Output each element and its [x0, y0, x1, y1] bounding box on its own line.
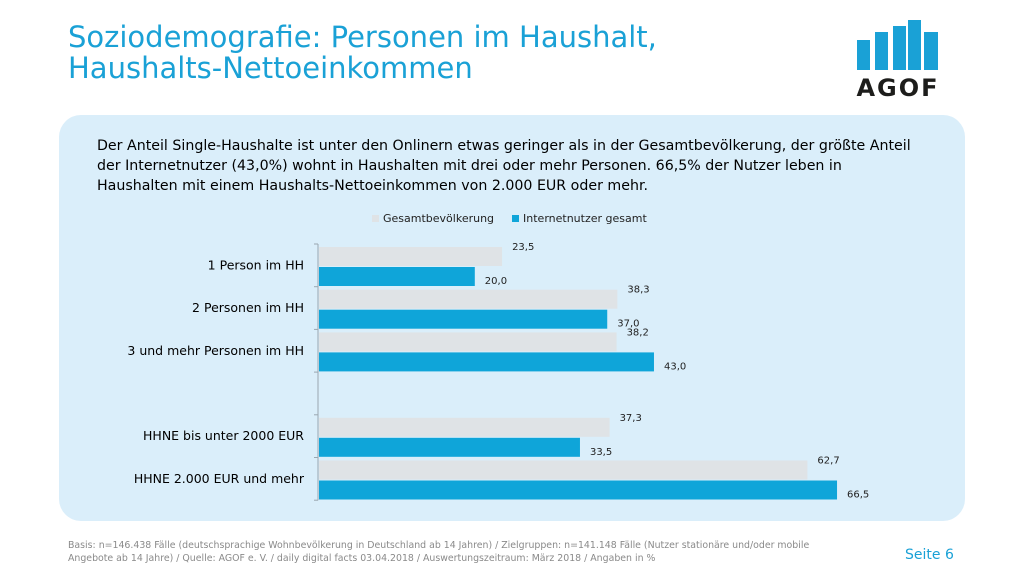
legend-item-gesamt: Gesamtbevölkerung — [372, 212, 494, 225]
bar-internet — [319, 480, 838, 500]
data-label: 62,7 — [817, 456, 839, 467]
category-label: HHNE bis unter 2000 EUR — [143, 428, 304, 443]
legend-item-internet: Internetnutzer gesamt — [512, 212, 647, 225]
legend-swatch-internet — [512, 215, 520, 222]
data-label: 20,0 — [485, 276, 507, 287]
bar-gesamt — [319, 247, 503, 266]
legend-label-internet: Internetnutzer gesamt — [523, 212, 647, 225]
data-label: 66,5 — [847, 490, 869, 501]
bar-internet — [319, 352, 654, 372]
bar-internet — [319, 267, 475, 286]
category-label: 1 Person im HH — [208, 257, 304, 272]
logo-bar-4 — [908, 20, 921, 70]
bar-internet — [319, 437, 580, 457]
intro-text: Der Anteil Single-Haushalte ist unter de… — [97, 138, 911, 194]
data-label: 38,2 — [627, 327, 649, 338]
title-line-2: Haushalts-Nettoeinkommen — [68, 51, 473, 85]
logo-text: AGOF — [856, 74, 939, 100]
title-line-1: Soziodemografie: Personen im Haushalt, — [68, 20, 657, 54]
page-title: Soziodemografie: Personen im Haushalt, H… — [68, 22, 788, 84]
bar-gesamt — [319, 460, 808, 480]
data-label: 23,5 — [512, 242, 534, 253]
chart-legend: Gesamtbevölkerung Internetnutzer gesamt — [372, 212, 647, 225]
page-number: Seite 6 — [905, 547, 954, 563]
logo-bar-1 — [857, 40, 870, 70]
data-label: 38,3 — [627, 285, 649, 296]
bar-internet — [319, 309, 608, 329]
bar-gesamt — [319, 332, 617, 352]
category-label: HHNE 2.000 EUR und mehr — [134, 471, 305, 486]
category-label: 3 und mehr Personen im HH — [127, 343, 304, 358]
data-label: 43,0 — [664, 361, 686, 372]
legend-label-gesamt: Gesamtbevölkerung — [383, 212, 495, 225]
data-label: 37,3 — [620, 413, 642, 424]
data-label: 33,5 — [590, 447, 612, 458]
data-label: 37,0 — [617, 319, 639, 330]
logo-bar-2 — [875, 32, 888, 70]
footer-source: Basis: n=146.438 Fälle (deutschsprachige… — [68, 540, 810, 564]
bar-gesamt — [319, 417, 610, 437]
bar-gesamt — [319, 289, 618, 309]
category-label: 2 Personen im HH — [192, 300, 304, 315]
logo-bar-3 — [893, 26, 906, 70]
logo-bar-5 — [924, 32, 938, 70]
legend-swatch-gesamt — [372, 215, 379, 222]
agof-logo: AGOF — [856, 20, 939, 100]
